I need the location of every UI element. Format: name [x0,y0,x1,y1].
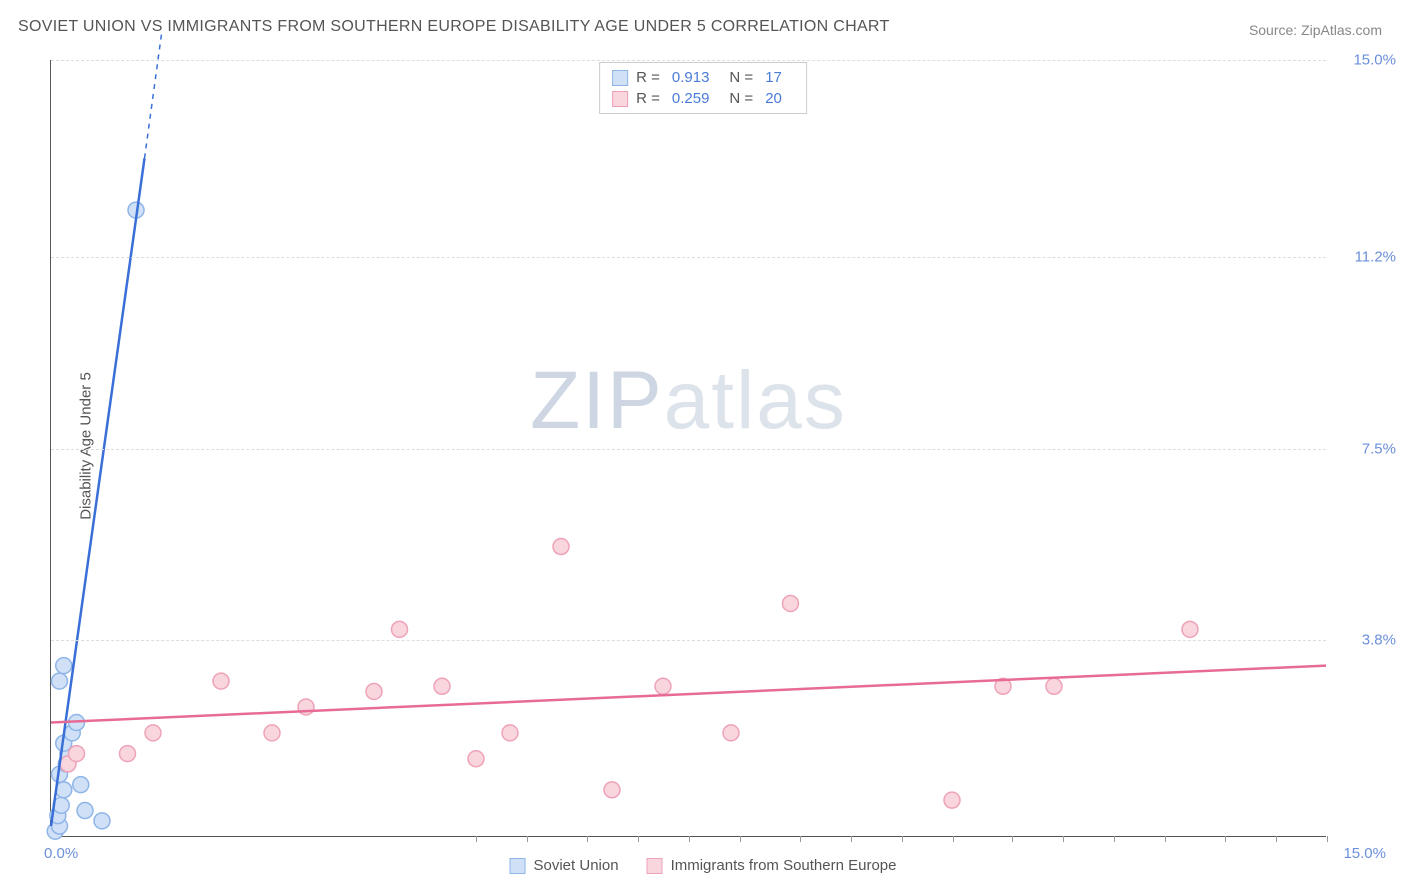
data-point [655,678,671,694]
xtick [689,836,690,842]
data-point [604,782,620,798]
data-point [69,746,85,762]
gridline [51,257,1326,258]
gridline [51,449,1326,450]
data-point [944,792,960,808]
legend-series-label: Immigrants from Southern Europe [671,857,897,874]
data-point [1182,621,1198,637]
data-point [56,782,72,798]
regression-line [51,158,144,826]
data-point [264,725,280,741]
regression-line [51,666,1326,723]
data-point [120,746,136,762]
xtick [1165,836,1166,842]
legend-stat-row: R = 0.913 N = 17 [612,67,794,88]
chart-title: SOVIET UNION VS IMMIGRANTS FROM SOUTHERN… [18,18,890,36]
gridline [51,640,1326,641]
legend-swatch [647,858,663,874]
data-point [77,803,93,819]
data-point [434,678,450,694]
legend-swatch [510,858,526,874]
r-label: R = [636,90,660,107]
data-point [782,595,798,611]
xtick [1012,836,1013,842]
ytick-label: 11.2% [1355,248,1396,265]
legend-series-item: Immigrants from Southern Europe [647,857,897,874]
gridline [51,60,1326,61]
xtick [1276,836,1277,842]
data-point [73,777,89,793]
xtick [851,836,852,842]
data-point [723,725,739,741]
data-point [145,725,161,741]
n-label: N = [729,69,753,86]
xtick [638,836,639,842]
origin-label: 0.0% [44,845,78,862]
data-point [392,621,408,637]
xtick [476,836,477,842]
n-label: N = [729,90,753,107]
ytick-label: 3.8% [1362,632,1396,649]
legend-series: Soviet Union Immigrants from Southern Eur… [510,857,897,874]
regression-line-dashed [144,34,161,158]
ytick-label: 7.5% [1362,440,1396,457]
xmax-label: 15.0% [1343,845,1386,862]
data-point [553,539,569,555]
data-point [213,673,229,689]
ytick-label: 15.0% [1353,52,1396,69]
xtick [1225,836,1226,842]
r-value: 0.259 [672,90,710,107]
data-point [52,673,68,689]
xtick [527,836,528,842]
xtick [740,836,741,842]
n-value: 17 [765,69,782,86]
legend-stats: R = 0.913 N = 17 R = 0.259 N = 20 [599,62,807,114]
source-prefix: Source: [1249,22,1301,38]
xtick [1114,836,1115,842]
legend-series-label: Soviet Union [534,857,619,874]
r-label: R = [636,69,660,86]
xtick [587,836,588,842]
chart-container: SOVIET UNION VS IMMIGRANTS FROM SOUTHERN… [0,0,1406,892]
n-value: 20 [765,90,782,107]
xtick [902,836,903,842]
legend-series-item: Soviet Union [510,857,619,874]
data-point [366,683,382,699]
data-point [502,725,518,741]
xtick [953,836,954,842]
source-link[interactable]: ZipAtlas.com [1301,22,1382,38]
legend-swatch [612,91,628,107]
r-value: 0.913 [672,69,710,86]
legend-swatch [612,70,628,86]
plot-area: ZIPatlas 3.8%7.5%11.2%15.0% [50,60,1326,837]
legend-stat-row: R = 0.259 N = 20 [612,88,794,109]
xtick [800,836,801,842]
xtick [1063,836,1064,842]
data-point [468,751,484,767]
data-point [56,658,72,674]
xtick [1327,836,1328,842]
source-attribution: Source: ZipAtlas.com [1249,22,1382,38]
data-point [1046,678,1062,694]
data-point [94,813,110,829]
